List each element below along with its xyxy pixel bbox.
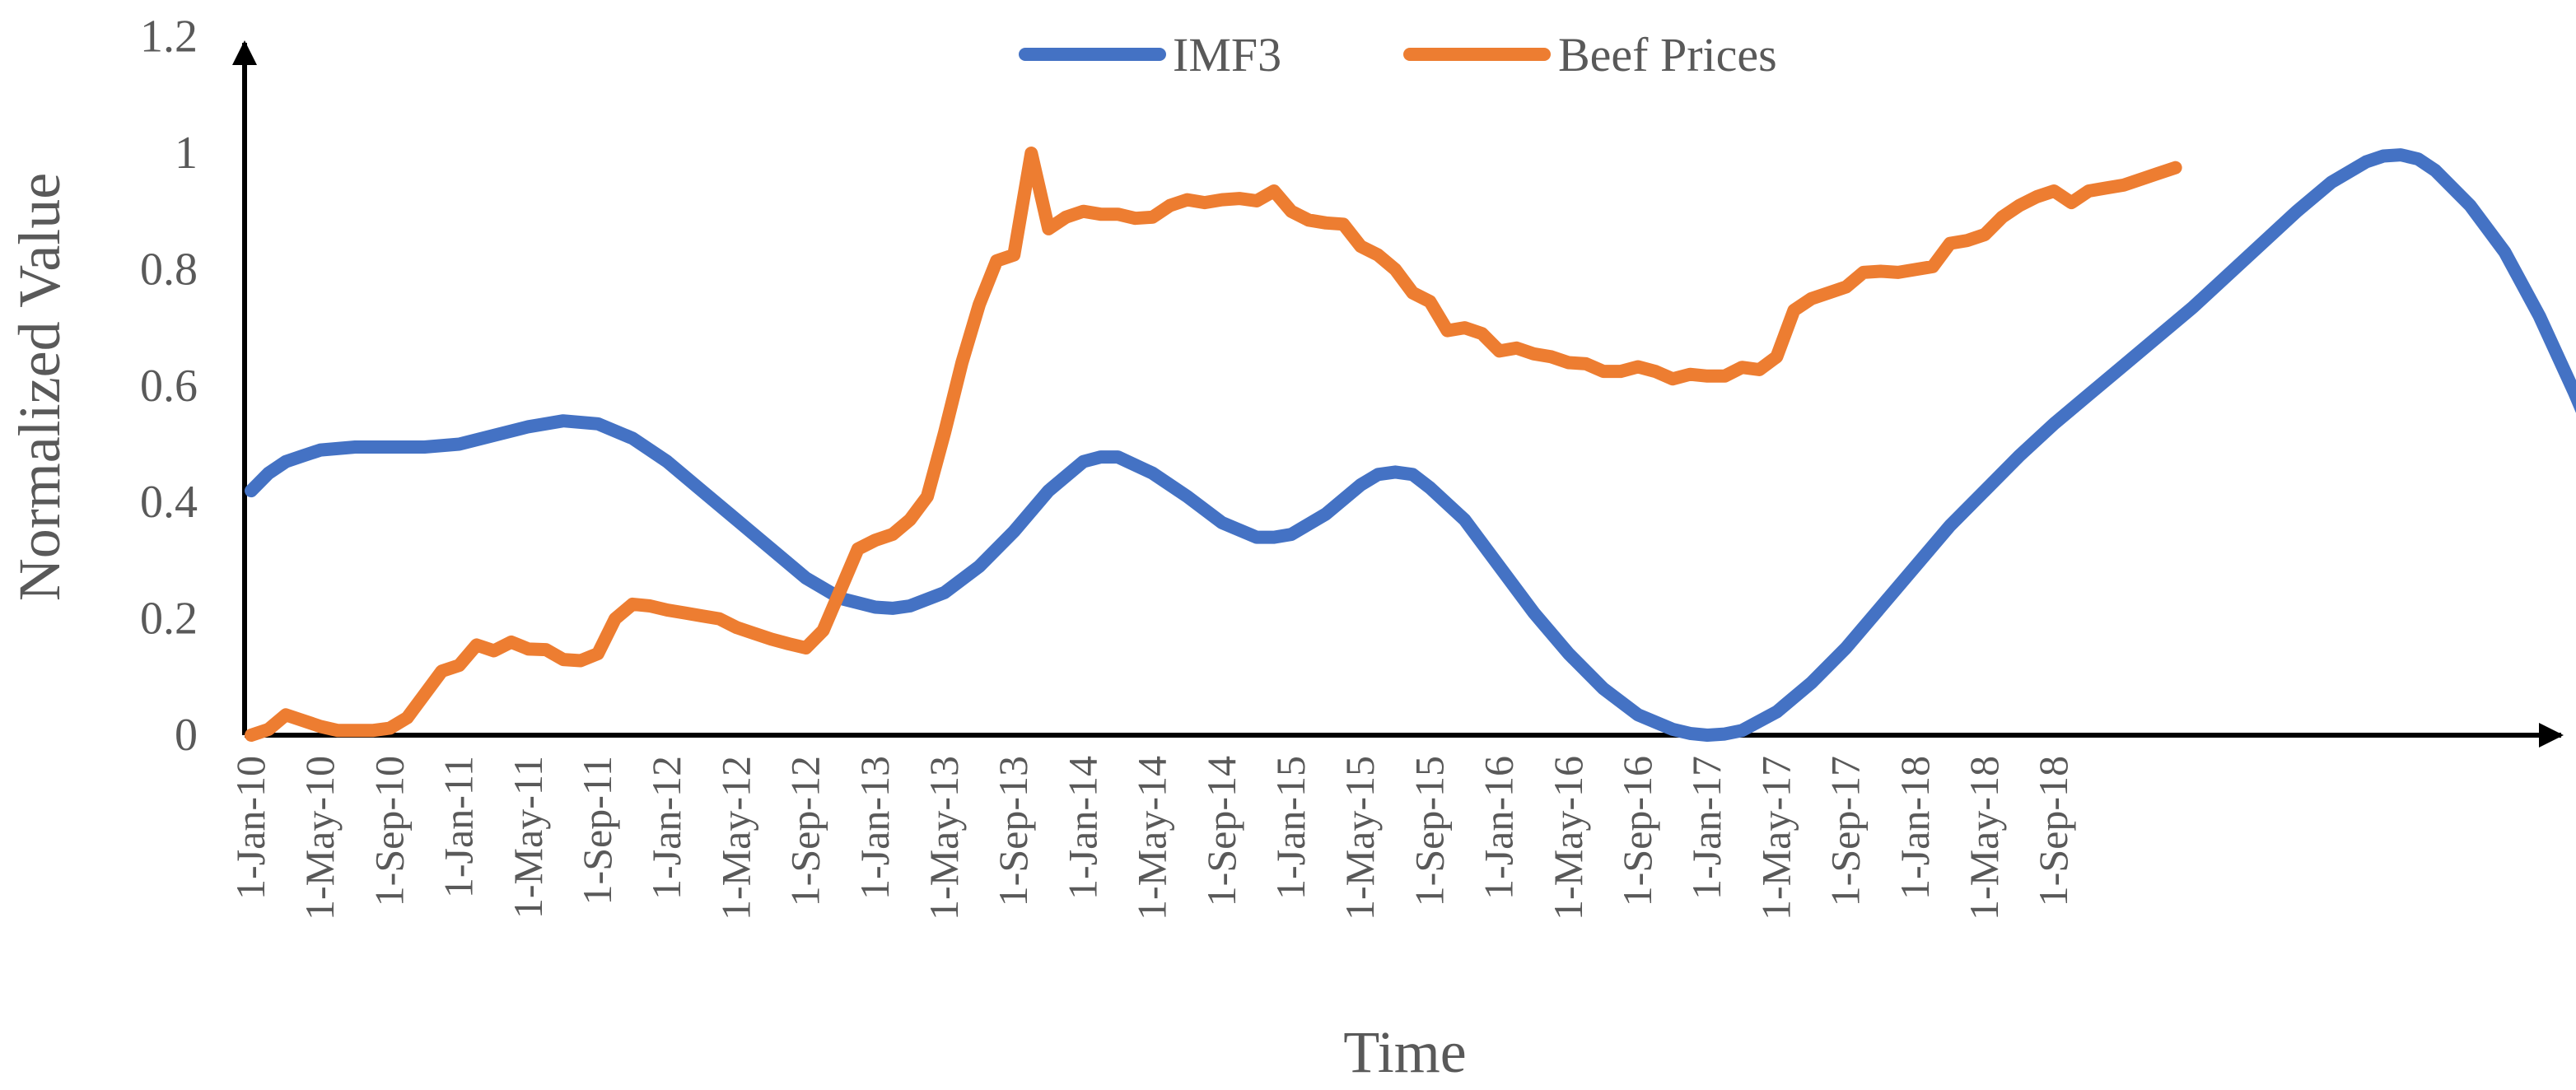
x-tick-label: 1-Sep-11: [574, 756, 620, 905]
x-tick-label: 1-May-10: [296, 756, 343, 920]
x-tick-label: 1-May-15: [1337, 756, 1383, 920]
x-tick-label: 1-Sep-13: [990, 756, 1036, 906]
x-tick-label: 1-Sep-18: [2030, 756, 2076, 906]
legend-label-beef-prices: Beef Prices: [1558, 28, 1777, 82]
y-tick-label: 1: [175, 128, 198, 179]
legend-label-imf3: IMF3: [1173, 28, 1281, 82]
y-tick-label: 0.8: [140, 244, 198, 295]
x-tick-label: 1-Sep-15: [1406, 756, 1452, 906]
y-tick-label: 0.2: [140, 594, 198, 645]
x-tick-label: 1-Jan-14: [1059, 756, 1105, 900]
x-tick-label: 1-May-18: [1961, 756, 2007, 920]
x-tick-label: 1-Jan-17: [1683, 756, 1729, 900]
x-tick-label: 1-Jan-15: [1267, 756, 1314, 900]
y-tick-label: 0.6: [140, 361, 198, 412]
x-axis-title: Time: [1343, 1019, 1466, 1085]
x-tick-label: 1-Jan-11: [436, 756, 482, 898]
y-tick-label: 0: [175, 710, 198, 761]
x-tick-label: 1-Sep-12: [782, 756, 828, 906]
series-line-beef-prices: [245, 147, 2182, 742]
x-tick-label: 1-Sep-16: [1614, 756, 1660, 906]
y-tick-label: 0.4: [140, 477, 198, 528]
x-tick-label: 1-Sep-14: [1198, 756, 1244, 906]
x-tick-label: 1-Sep-17: [1822, 756, 1869, 906]
x-tick-label: 1-May-17: [1752, 756, 1799, 920]
x-tick-label: 1-May-11: [505, 756, 551, 919]
series-line-imf3: [245, 148, 2576, 742]
x-tick-label: 1-Jan-12: [643, 756, 689, 900]
x-tick-label: 1-Jan-16: [1476, 756, 1522, 900]
series-lines: [245, 147, 2576, 742]
x-tick-labels: 1-Jan-10 1-May-10 1-Sep-10 1-Jan-11 1-May-11…: [227, 756, 2076, 920]
x-tick-label: 1-Sep-10: [366, 756, 412, 906]
x-tick-label: 1-Jan-13: [852, 756, 898, 900]
y-tick-label: 1.2: [140, 12, 198, 63]
y-axis-title: Normalized Value: [7, 173, 72, 602]
x-tick-label: 1-Jan-10: [227, 756, 273, 900]
x-tick-label: 1-May-13: [921, 756, 967, 920]
x-tick-label: 1-Jan-18: [1892, 756, 1938, 900]
y-tick-labels: 0 0.2 0.4 0.6 0.8 1 1.2: [140, 12, 198, 761]
x-tick-label: 1-May-14: [1129, 756, 1175, 920]
legend: IMF3 Beef Prices: [1019, 28, 1777, 82]
x-tick-label: 1-May-16: [1545, 756, 1591, 920]
x-tick-label: 1-May-12: [712, 756, 758, 920]
